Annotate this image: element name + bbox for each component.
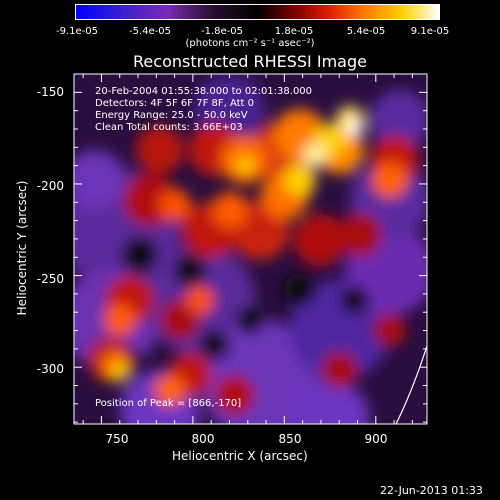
clean-counts-label: Clean Total counts: 3.66E+03 [95,122,243,133]
footer-date: 22-Jun-2013 01:33 [380,484,483,497]
colorbar-tick: 5.4e-05 [346,26,386,37]
intensity-blob [372,162,408,198]
peak-position-label: Position of Peak = [866,-170] [95,398,242,409]
x-tick-label: 900 [364,432,388,446]
y-tick-label: -250 [36,272,64,286]
colorbar-tick: -9.1e-05 [56,26,98,37]
y-tick-label: -200 [36,179,64,193]
x-tick-label: 750 [105,432,129,446]
intensity-blob [236,156,254,174]
intensity-blob [303,143,327,167]
x-tick-label: 850 [278,432,302,446]
intensity-blob [111,363,129,381]
energy-range-label: Energy Range: 25.0 - 50.0 keV [95,110,248,121]
intensity-blob [284,164,316,196]
colorbar-units: (photons cm⁻² s⁻¹ asec⁻²) [185,38,315,49]
y-axis-label: Heliocentric Y (arcsec) [15,180,29,316]
detectors-label: Detectors: 4F 5F 6F 7F 8F, Att 0 [95,98,255,109]
intensity-blob [290,380,370,424]
intensity-blob [370,90,427,150]
intensity-blob [284,274,316,306]
intensity-blob [186,286,214,314]
intensity-blob [74,150,125,210]
intensity-blob [322,352,358,388]
intensity-blob [122,237,158,273]
intensity-blob [341,286,369,314]
colorbar [75,4,440,20]
intensity-blob [374,314,406,346]
y-tick-label: -150 [36,85,64,99]
intensity-blob [136,126,184,174]
colorbar-tick: -1.8e-05 [201,26,243,37]
intensity-blob [212,192,248,228]
intensity-blob [104,304,136,336]
limb-line [395,345,427,424]
intensity-blob [174,254,206,286]
intensity-blob [338,213,382,257]
colorbar-tick: 9.1e-05 [410,26,450,37]
intensity-blob [294,214,346,266]
x-axis-label: Heliocentric X (arcsec) [172,449,308,463]
intensity-blob [236,306,264,334]
intensity-blob [215,375,255,415]
plot-frame [73,73,428,425]
intensity-blob [347,120,363,136]
intensity-blob [160,300,200,340]
time-range-label: 20-Feb-2004 01:55:38.000 to 02:01:38.000 [95,86,313,97]
x-tick-label: 800 [191,432,215,446]
colorbar-tick: 1.8e-05 [274,26,314,37]
chart-title: Reconstructed RHESSI Image [133,52,367,71]
intensity-blob [159,189,191,221]
intensity-blob [200,330,230,360]
intensity-blob [154,374,186,406]
colorbar-tick: -5.4e-05 [129,26,171,37]
y-tick-label: -300 [36,362,64,376]
